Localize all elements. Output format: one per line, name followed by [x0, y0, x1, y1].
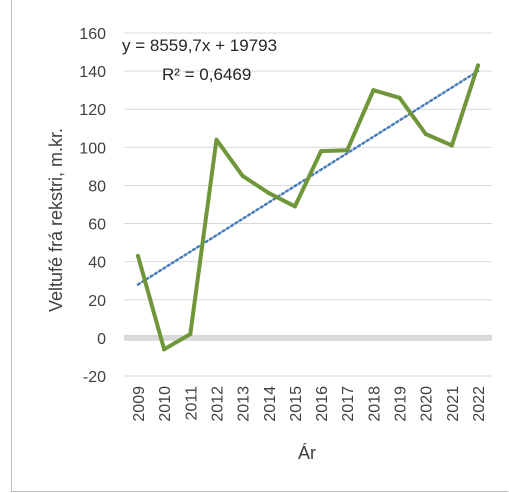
x-tick-labels: 2009 2010 2011 2012 2013 2014 2015 2016 2017 2018…	[131, 386, 488, 422]
x-tick-label: 2009	[131, 386, 148, 422]
data-point	[449, 143, 454, 148]
x-tick-label: 2020	[419, 386, 436, 422]
data-point	[266, 191, 271, 196]
y-tick-label: 60	[88, 217, 106, 234]
data-point	[240, 173, 245, 178]
x-tick-label: 2013	[236, 386, 253, 422]
series-group	[136, 63, 480, 352]
gridlines	[124, 32, 492, 377]
data-point	[188, 332, 193, 337]
data-point	[423, 131, 428, 136]
y-tick-label: -20	[83, 369, 106, 386]
x-tick-label: 2017	[340, 386, 357, 422]
x-tick-label: 2019	[393, 386, 410, 422]
data-point	[136, 253, 140, 258]
data-point	[214, 137, 219, 142]
x-tick-label: 2022	[471, 386, 488, 422]
data-point	[371, 88, 376, 93]
chart-frame	[11, 0, 508, 492]
y-tick-label: 80	[88, 178, 106, 195]
y-tick-label: 20	[88, 293, 106, 310]
data-point	[319, 149, 324, 154]
x-tick-label: 2011	[183, 386, 200, 421]
y-tick-label: 0	[97, 331, 106, 348]
y-tick-label: 100	[79, 140, 106, 157]
data-point	[162, 347, 167, 352]
data-point	[476, 63, 480, 68]
x-tick-label: 2021	[445, 386, 462, 422]
y-tick-label: 120	[79, 102, 106, 119]
x-axis-title: Ár	[298, 443, 316, 463]
y-tick-labels: -20 0 20 40 60 80 100 120 140 160	[79, 26, 106, 386]
y-tick-label: 160	[79, 26, 106, 43]
data-point	[397, 95, 402, 100]
data-point	[345, 148, 350, 153]
series-line	[136, 63, 480, 352]
data-point	[292, 204, 297, 209]
y-axis-title: Veltufé frá rekstri, m.kr.	[46, 128, 66, 312]
x-tick-label: 2014	[262, 386, 279, 422]
x-tick-label: 2010	[157, 386, 174, 422]
x-tick-label: 2018	[366, 386, 383, 422]
trendline-equation: y = 8559,7x + 19793	[122, 36, 277, 55]
trendline-r-squared: R² = 0,6469	[162, 65, 251, 84]
y-tick-label: 40	[88, 255, 106, 272]
x-tick-label: 2016	[314, 386, 331, 422]
x-tick-label: 2012	[209, 386, 226, 422]
x-tick-label: 2015	[288, 386, 305, 422]
y-tick-label: 140	[79, 64, 106, 81]
